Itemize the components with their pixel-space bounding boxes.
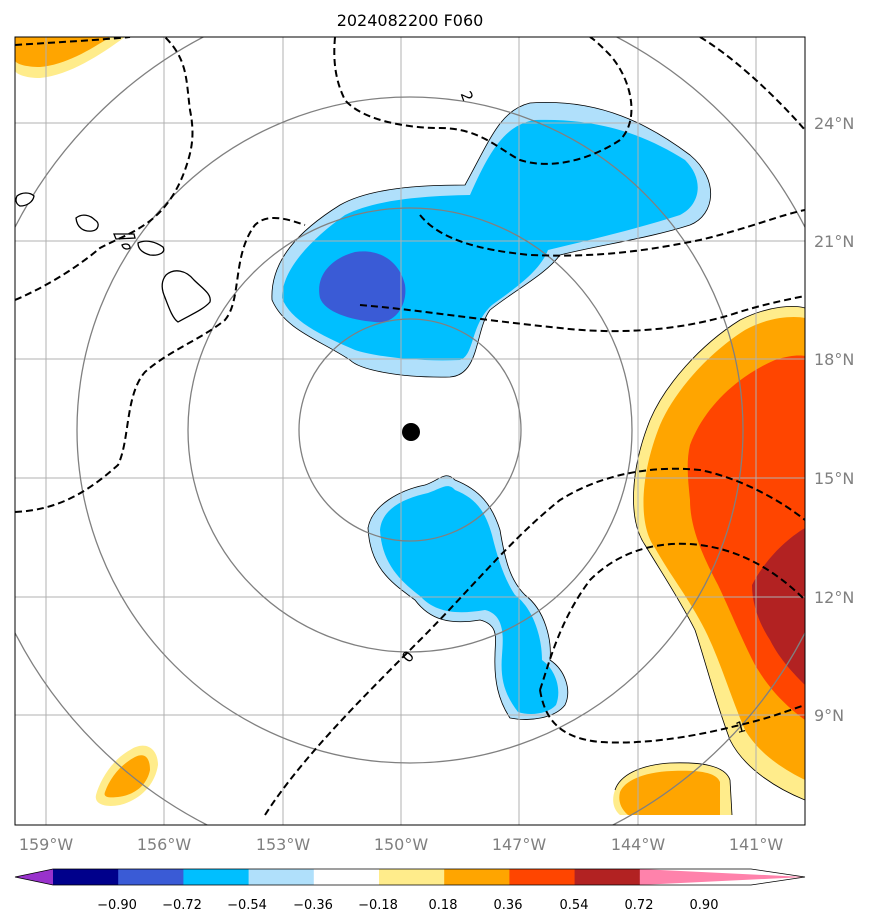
- colorbar-label: 0.18: [429, 898, 458, 913]
- contour-label-1: 1: [734, 717, 748, 737]
- map-area: 2 0 1: [15, 37, 805, 825]
- contour-1: [539, 542, 805, 691]
- colorbar-segment: [509, 869, 576, 885]
- colorbar: −0.90 −0.72 −0.54 −0.36 −0.18 0.18 0.36 …: [14, 868, 806, 913]
- contour-0: [264, 467, 805, 816]
- lat-tick-label: 15°N: [814, 469, 854, 488]
- colorbar-segments: [15, 869, 805, 885]
- shading-outlines: [271, 102, 805, 816]
- colorbar-label: 0.72: [625, 898, 654, 913]
- colorbar-segment: [574, 869, 641, 885]
- colorbar-outline: [14, 868, 806, 886]
- colorbar-segment: [313, 869, 380, 885]
- colorbar-segment: [248, 869, 315, 885]
- colorbar-segment: [118, 869, 184, 885]
- lon-tick-label: 144°W: [611, 835, 666, 854]
- lat-tick-label: 18°N: [814, 350, 854, 369]
- lat-tick-label: 21°N: [814, 232, 854, 251]
- colorbar-label: 0.54: [560, 898, 589, 913]
- lat-tick-label: 9°N: [814, 706, 844, 725]
- shading-positive-se: [619, 770, 720, 815]
- lat-tick-label: 24°N: [814, 114, 854, 133]
- coastline-hawaii: [15, 192, 211, 323]
- dashed-contours: [15, 37, 805, 816]
- lat-tick-label: 12°N: [814, 588, 854, 607]
- colorbar-segment: [444, 869, 510, 885]
- shading-negative-south: [380, 486, 559, 714]
- plot-frame: [14, 36, 806, 826]
- lon-tick-label: 150°W: [374, 835, 429, 854]
- shading-positive-sw: [104, 755, 150, 798]
- shading-positive-nw: [15, 37, 110, 67]
- colorbar-label: 0.90: [690, 898, 719, 913]
- shading-negative-dark-north: [319, 251, 406, 323]
- lon-tick-label: 147°W: [492, 835, 547, 854]
- lon-tick-label: 141°W: [729, 835, 784, 854]
- colorbar-label: −0.18: [358, 898, 398, 913]
- contour-west-1: [15, 37, 194, 301]
- contour-north-2: [359, 295, 805, 333]
- lat-tick-labels: 24°N 21°N 18°N 15°N 12°N 9°N: [814, 114, 854, 725]
- colorbar-label: −0.36: [293, 898, 333, 913]
- lon-tick-labels: 159°W 156°W 153°W 150°W 147°W 144°W 141°…: [19, 835, 784, 854]
- graticule: [15, 37, 805, 825]
- colorbar-extend-max: [639, 869, 805, 885]
- colorbar-labels: −0.90 −0.72 −0.54 −0.36 −0.18 0.18 0.36 …: [97, 898, 718, 913]
- contour-nw: [15, 37, 131, 46]
- range-rings: [15, 37, 805, 825]
- colorbar-segment: [53, 869, 119, 885]
- colorbar-extend-min: [15, 869, 53, 885]
- contour-west-2: [15, 216, 306, 513]
- storm-center-marker: [402, 423, 420, 441]
- map-title: 2024082200 F060: [337, 11, 484, 30]
- colorbar-label: −0.54: [227, 898, 267, 913]
- colorbar-segment: [379, 869, 445, 885]
- colorbar-label: −0.90: [97, 898, 137, 913]
- colorbar-label: 0.36: [494, 898, 523, 913]
- contour-1-low: [539, 689, 805, 744]
- contour-2-east: [699, 37, 805, 131]
- colorbar-segment: [183, 869, 250, 885]
- lon-tick-label: 159°W: [19, 835, 74, 854]
- lon-tick-label: 156°W: [137, 835, 192, 854]
- contour-2: [333, 37, 633, 165]
- lon-tick-label: 153°W: [256, 835, 311, 854]
- colorbar-label: −0.72: [162, 898, 202, 913]
